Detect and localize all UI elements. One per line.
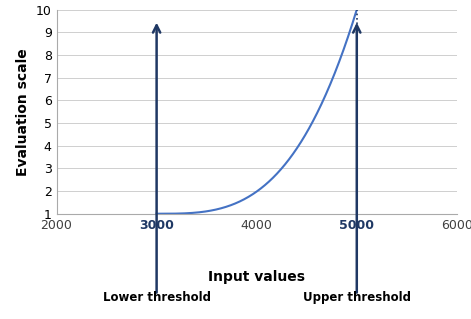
Y-axis label: Evaluation scale: Evaluation scale: [16, 48, 30, 175]
X-axis label: Input values: Input values: [208, 271, 305, 285]
Text: Upper threshold: Upper threshold: [303, 291, 411, 304]
Text: Lower threshold: Lower threshold: [103, 291, 211, 304]
